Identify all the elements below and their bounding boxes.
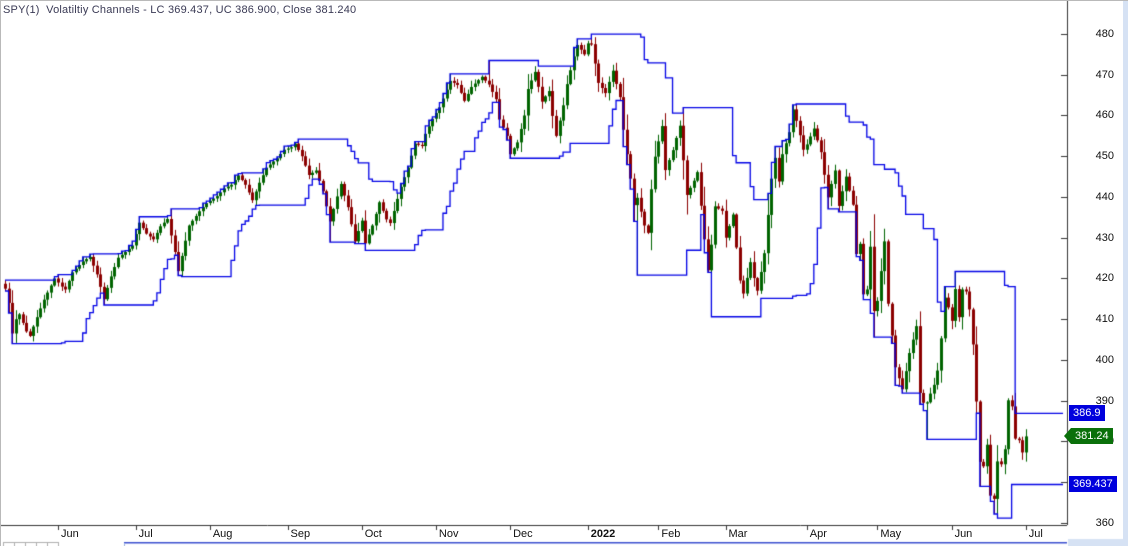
month-tick-label: Dec: [513, 528, 533, 540]
month-tick-label: 2022: [590, 528, 616, 540]
chart-title: SPY(1) Volatiltiy Channels - LC 369.437,…: [3, 4, 357, 16]
lower-channel-price-tag: 369.437: [1069, 476, 1117, 493]
price-tick-label: 400: [1095, 353, 1114, 366]
price-tick-label: 430: [1095, 231, 1114, 244]
vertical-scrollbar[interactable]: [1123, 1, 1128, 546]
month-tick-label: Nov: [438, 528, 459, 540]
price-tick-label: 460: [1095, 109, 1114, 122]
month-tick-label: Apr: [809, 528, 827, 540]
price-tick-label: 410: [1095, 313, 1114, 326]
month-tick-label: Jun: [954, 528, 973, 540]
price-tick-label: 390: [1095, 394, 1114, 407]
month-tick-label: Oct: [364, 528, 382, 540]
month-tick-label: Mar: [728, 528, 748, 540]
upper-channel-price-tag: 386.9: [1069, 405, 1105, 422]
month-tick-label: May: [880, 528, 902, 540]
price-tick-label: 420: [1095, 272, 1114, 285]
price-tick-label: 480: [1095, 28, 1114, 40]
month-tick-label: Sep: [290, 528, 311, 540]
price-tick-label: 440: [1095, 190, 1114, 203]
month-tick-label: Jun: [60, 528, 79, 540]
price-tick-label: 470: [1095, 68, 1114, 81]
close-price-tag: 381.24: [1064, 428, 1113, 445]
month-tick-label: Feb: [661, 528, 681, 540]
price-tick-label: 450: [1095, 150, 1114, 163]
price-tick-label: 360: [1095, 516, 1114, 529]
month-tick-label: Aug: [212, 528, 233, 540]
month-tick-label: Jul: [138, 528, 153, 540]
month-tick-label: Jul: [1028, 528, 1043, 540]
